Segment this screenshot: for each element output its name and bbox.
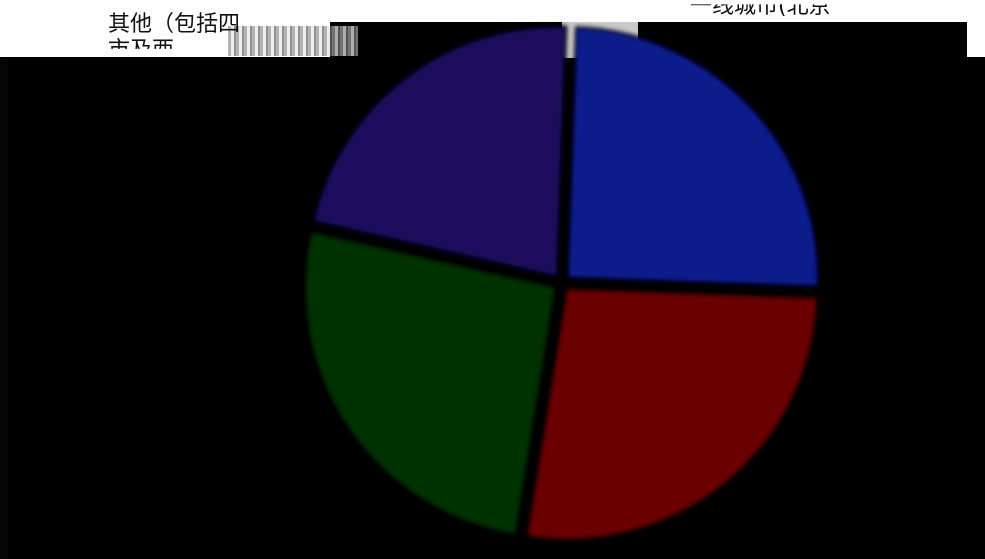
slice-label-other-line2: 市及西 [108, 38, 175, 63]
pie-slice-tier1 [566, 26, 820, 288]
slice-label-tier1: 一线城市(北京 [690, 0, 831, 19]
pie-slice-other [311, 25, 568, 279]
slice-label-other: 其他（包括四 [108, 12, 241, 37]
noise-patch [228, 26, 358, 56]
pie-slice-red [525, 287, 819, 541]
pie-slice-green [303, 230, 558, 536]
overlay-edge [0, 57, 8, 559]
